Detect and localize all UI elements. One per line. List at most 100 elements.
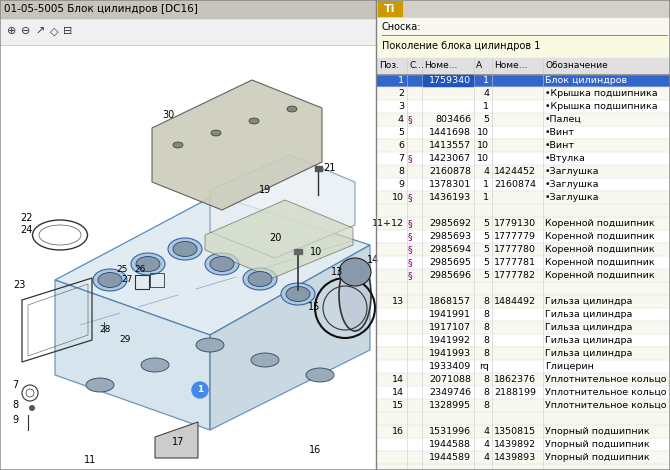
Text: 15: 15: [392, 401, 404, 410]
Polygon shape: [55, 195, 370, 335]
Text: 8: 8: [483, 349, 489, 358]
Text: 2349746: 2349746: [429, 388, 471, 397]
Text: 1779130: 1779130: [494, 219, 536, 228]
Text: 1436193: 1436193: [429, 193, 471, 202]
Text: 6: 6: [398, 141, 404, 150]
Text: 1917107: 1917107: [429, 323, 471, 332]
Text: 8: 8: [483, 310, 489, 319]
Text: 4: 4: [398, 115, 404, 124]
Text: Глицерин: Глицерин: [545, 362, 594, 371]
Bar: [377, 191, 669, 204]
Text: 16: 16: [309, 445, 321, 455]
Text: 20: 20: [269, 233, 281, 243]
Ellipse shape: [249, 118, 259, 124]
Text: 21: 21: [323, 163, 336, 173]
Bar: [377, 399, 669, 412]
Text: §: §: [408, 258, 413, 267]
Bar: [377, 438, 669, 451]
Bar: [377, 165, 669, 178]
Text: 1777780: 1777780: [494, 245, 536, 254]
Text: 19: 19: [259, 185, 271, 195]
Text: Обозначение: Обозначение: [545, 62, 608, 70]
Bar: [377, 243, 669, 256]
Bar: [135, 275, 149, 289]
Ellipse shape: [339, 259, 371, 331]
Ellipse shape: [287, 106, 297, 112]
Text: 1777781: 1777781: [494, 258, 536, 267]
Text: rq: rq: [479, 362, 489, 371]
Text: 1328995: 1328995: [429, 401, 471, 410]
Polygon shape: [155, 422, 198, 458]
Text: 1441698: 1441698: [429, 128, 471, 137]
Ellipse shape: [211, 130, 221, 136]
Bar: [0, 0, 375, 18]
Text: 3: 3: [398, 102, 404, 111]
Text: 25: 25: [117, 266, 128, 274]
Text: ⊖: ⊖: [21, 26, 31, 37]
Circle shape: [192, 382, 208, 398]
Bar: [377, 386, 669, 399]
Text: 8: 8: [483, 375, 489, 384]
Bar: [377, 87, 669, 100]
Ellipse shape: [173, 242, 197, 257]
Text: 7: 7: [398, 154, 404, 163]
Text: 5: 5: [483, 271, 489, 280]
Ellipse shape: [306, 368, 334, 382]
Text: 4: 4: [483, 89, 489, 98]
Text: 16: 16: [392, 427, 404, 436]
Ellipse shape: [243, 268, 277, 290]
Text: 2: 2: [398, 89, 404, 98]
Text: Гильза цилиндра: Гильза цилиндра: [545, 310, 632, 319]
Text: 5: 5: [483, 115, 489, 124]
Text: 1944588: 1944588: [429, 440, 471, 449]
Text: 1423067: 1423067: [429, 154, 471, 163]
Text: 26: 26: [134, 266, 145, 274]
Text: 1941991: 1941991: [429, 310, 471, 319]
Text: 10: 10: [392, 193, 404, 202]
Bar: [377, 360, 669, 373]
Ellipse shape: [168, 238, 202, 260]
Bar: [376, 18, 670, 36]
Text: 28: 28: [99, 326, 111, 335]
Text: 8: 8: [483, 388, 489, 397]
Text: 1: 1: [197, 385, 203, 394]
Text: 5: 5: [483, 245, 489, 254]
Text: §: §: [408, 271, 413, 280]
Text: 1: 1: [483, 102, 489, 111]
Text: 1531996: 1531996: [429, 427, 471, 436]
Text: •Заглушка: •Заглушка: [545, 167, 600, 176]
Text: 10: 10: [310, 247, 322, 257]
Ellipse shape: [98, 273, 122, 288]
Polygon shape: [205, 200, 353, 278]
Bar: [0, 0, 670, 18]
Text: 13: 13: [392, 297, 404, 306]
Ellipse shape: [281, 283, 315, 305]
Text: 1: 1: [483, 193, 489, 202]
Text: Коренной подшипник: Коренной подшипник: [545, 245, 655, 254]
Text: §: §: [408, 154, 413, 163]
Ellipse shape: [196, 338, 224, 352]
Bar: [378, 1, 402, 16]
Text: 1868157: 1868157: [429, 297, 471, 306]
Text: Уплотнительное кольцо: Уплотнительное кольцо: [545, 388, 667, 397]
Text: Гильза цилиндра: Гильза цилиндра: [545, 349, 632, 358]
Text: 1941993: 1941993: [429, 349, 471, 358]
Bar: [377, 334, 669, 347]
Ellipse shape: [210, 257, 234, 272]
Text: Уплотнительное кольцо: Уплотнительное кольцо: [545, 401, 667, 410]
Text: 1944589: 1944589: [429, 453, 471, 462]
Bar: [377, 412, 669, 425]
Text: 1: 1: [398, 76, 404, 85]
Bar: [377, 425, 669, 438]
Text: 8: 8: [398, 167, 404, 176]
Text: Поз.: Поз.: [379, 62, 399, 70]
Text: 13: 13: [331, 267, 343, 277]
Text: 9: 9: [398, 180, 404, 189]
Circle shape: [29, 405, 35, 411]
Text: 5: 5: [483, 219, 489, 228]
Text: 803466: 803466: [435, 115, 471, 124]
Text: 9: 9: [12, 415, 18, 425]
Text: •Крышка подшипника: •Крышка подшипника: [545, 102, 658, 111]
Text: 4: 4: [483, 440, 489, 449]
Ellipse shape: [251, 353, 279, 367]
